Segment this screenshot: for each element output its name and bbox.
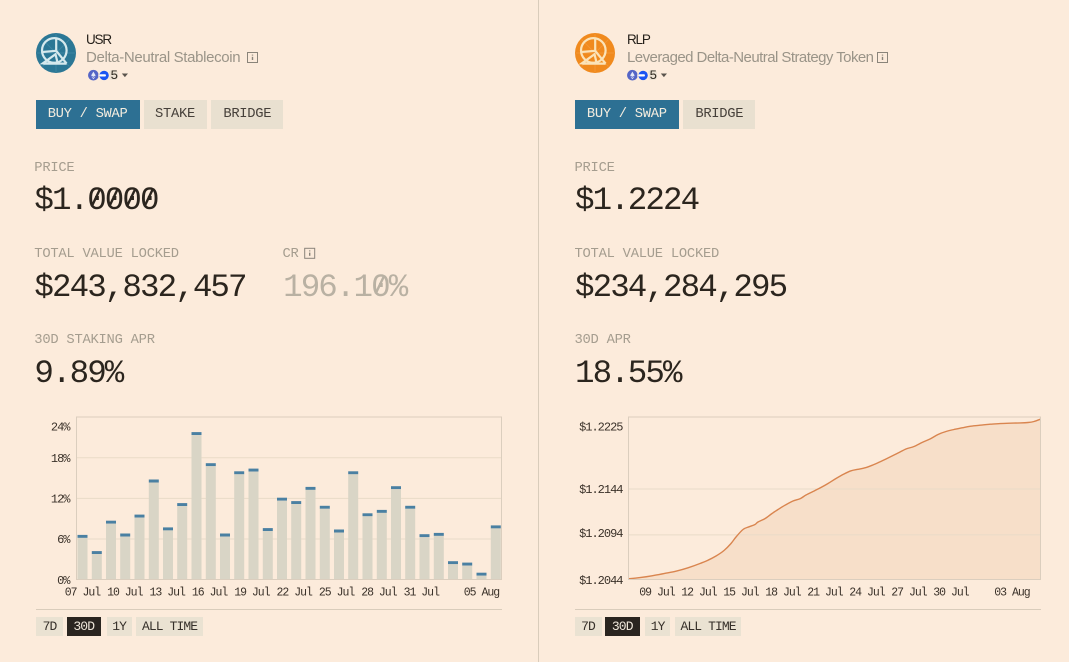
svg-text:10 Jul: 10 Jul: [107, 586, 144, 599]
svg-text:$1.2094: $1.2094: [579, 527, 623, 541]
svg-text:21 Jul: 21 Jul: [807, 586, 844, 599]
svg-text:6%: 6%: [57, 533, 71, 547]
svg-text:07 Jul: 07 Jul: [65, 586, 102, 599]
svg-text:09 Jul: 09 Jul: [639, 586, 676, 599]
svg-text:12 Jul: 12 Jul: [681, 586, 718, 599]
svg-text:31 Jul: 31 Jul: [404, 586, 441, 599]
svg-text:16 Jul: 16 Jul: [192, 586, 229, 599]
svg-text:27 Jul: 27 Jul: [891, 586, 928, 599]
svg-text:25 Jul: 25 Jul: [319, 586, 356, 599]
svg-text:12%: 12%: [51, 493, 71, 507]
svg-text:03 Aug: 03 Aug: [994, 586, 1030, 599]
svg-text:22 Jul: 22 Jul: [276, 586, 313, 599]
svg-text:$1.2144: $1.2144: [579, 483, 623, 497]
svg-text:18%: 18%: [51, 452, 71, 466]
svg-text:05 Aug: 05 Aug: [464, 586, 500, 599]
svg-text:19 Jul: 19 Jul: [234, 586, 271, 599]
svg-text:15 Jul: 15 Jul: [723, 586, 760, 599]
svg-text:30 Jul: 30 Jul: [933, 586, 970, 599]
svg-text:18 Jul: 18 Jul: [765, 586, 802, 599]
svg-text:24 Jul: 24 Jul: [849, 586, 886, 599]
svg-text:$1.2225: $1.2225: [579, 420, 623, 434]
svg-text:$1.2044: $1.2044: [579, 574, 623, 588]
svg-text:24%: 24%: [51, 420, 71, 434]
svg-text:28 Jul: 28 Jul: [361, 586, 398, 599]
svg-text:0%: 0%: [57, 574, 71, 588]
svg-text:13 Jul: 13 Jul: [149, 586, 186, 599]
